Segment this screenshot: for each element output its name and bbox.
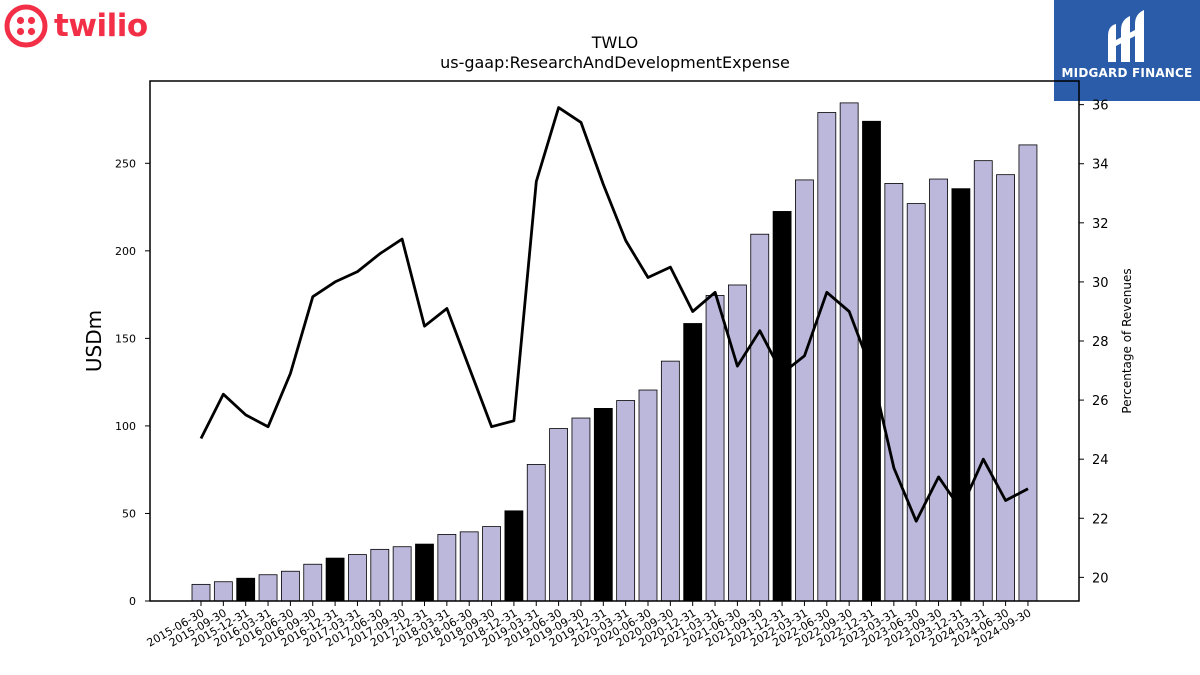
y2-axis-label: Percentage of Revenues bbox=[1120, 268, 1134, 413]
bar-2022-06-30 bbox=[817, 112, 837, 602]
bar-2016-06-30 bbox=[280, 570, 300, 602]
line-series bbox=[199, 106, 1029, 523]
bar-2021-12-31 bbox=[772, 211, 792, 602]
bar-2022-09-30 bbox=[839, 102, 859, 602]
chart-subtitle: us-gaap:ResearchAndDevelopmentExpense bbox=[440, 53, 790, 72]
bar-2020-03-31 bbox=[616, 400, 636, 602]
bar-2016-12-31 bbox=[325, 557, 345, 602]
y2-tick-label: 20 bbox=[1092, 571, 1109, 586]
y-tick-label: 250 bbox=[115, 157, 136, 170]
y2-tick-label: 36 bbox=[1092, 99, 1109, 114]
bar-2018-06-30 bbox=[459, 531, 479, 602]
y2-tick-label: 22 bbox=[1092, 512, 1109, 527]
bar-2019-12-31 bbox=[593, 408, 613, 602]
y-tick-label: 150 bbox=[115, 332, 136, 345]
y-tick-label: 50 bbox=[122, 507, 136, 520]
bar-2018-09-30 bbox=[482, 526, 501, 602]
bar-2024-03-31 bbox=[973, 160, 993, 602]
bar-2023-03-31 bbox=[884, 183, 904, 602]
rd-percentage-line bbox=[199, 106, 1029, 523]
y2-tick-label: 30 bbox=[1092, 276, 1109, 291]
bar-2020-09-30 bbox=[660, 360, 680, 602]
bar-2015-12-31 bbox=[236, 577, 256, 602]
y-tick-label: 0 bbox=[129, 595, 136, 608]
bar-2017-09-30 bbox=[392, 546, 412, 602]
y2-tick-label: 32 bbox=[1092, 217, 1109, 232]
bar-2021-09-30 bbox=[750, 233, 770, 602]
bar-2023-12-31 bbox=[951, 188, 971, 602]
bar-2020-12-31 bbox=[683, 323, 703, 602]
twilio-logo: twilio bbox=[4, 4, 154, 48]
bar-2023-06-30 bbox=[906, 203, 926, 602]
bar-2019-03-31 bbox=[526, 464, 546, 602]
y-tick-label: 200 bbox=[115, 245, 136, 258]
bar-2017-03-31 bbox=[348, 554, 367, 602]
y2-tick-label: 34 bbox=[1092, 158, 1109, 173]
bar-2022-12-31 bbox=[862, 120, 881, 602]
bar-2015-09-30 bbox=[213, 581, 233, 602]
bar-2018-12-31 bbox=[504, 510, 524, 602]
bar-2024-06-30 bbox=[996, 174, 1015, 602]
y2-axis: 20 22 24 26 28 30 32 34 36 bbox=[1079, 99, 1109, 586]
y2-tick-label: 26 bbox=[1092, 394, 1109, 409]
bar-2023-09-30 bbox=[929, 178, 948, 602]
twilio-mark-icon bbox=[4, 4, 48, 48]
bar-2018-03-31 bbox=[437, 534, 457, 602]
chart-title: TWLO bbox=[591, 33, 639, 52]
twilio-wordmark: twilio bbox=[54, 8, 148, 44]
bar-2016-09-30 bbox=[303, 563, 323, 602]
bar-2020-06-30 bbox=[638, 389, 658, 602]
midgard-wordmark: MIDGARD FINANCE bbox=[1061, 66, 1193, 80]
bar-2024-09-30 bbox=[1018, 144, 1038, 602]
y-axis: 0 50 100 150 200 250 bbox=[115, 157, 150, 608]
y-tick-label: 100 bbox=[115, 420, 136, 433]
bar-2022-03-31 bbox=[795, 179, 814, 602]
bar-2015-06-30 bbox=[191, 583, 211, 602]
midgard-mark-icon bbox=[1108, 10, 1144, 62]
bar-2016-03-31 bbox=[258, 574, 278, 602]
bar-2021-06-30 bbox=[728, 284, 747, 602]
bar-2019-06-30 bbox=[549, 428, 568, 602]
y2-tick-label: 28 bbox=[1092, 335, 1109, 350]
x-axis: 2015-06-302015-09-302015-12-312016-03-31… bbox=[145, 601, 1033, 650]
y-axis-label: USDm bbox=[82, 310, 106, 372]
bar-2021-03-31 bbox=[705, 295, 725, 602]
bar-2017-06-30 bbox=[370, 548, 390, 602]
y2-tick-label: 24 bbox=[1092, 453, 1109, 468]
bar-2017-12-31 bbox=[415, 543, 434, 602]
bar-2019-09-30 bbox=[571, 417, 591, 602]
bar-series bbox=[191, 102, 1038, 602]
